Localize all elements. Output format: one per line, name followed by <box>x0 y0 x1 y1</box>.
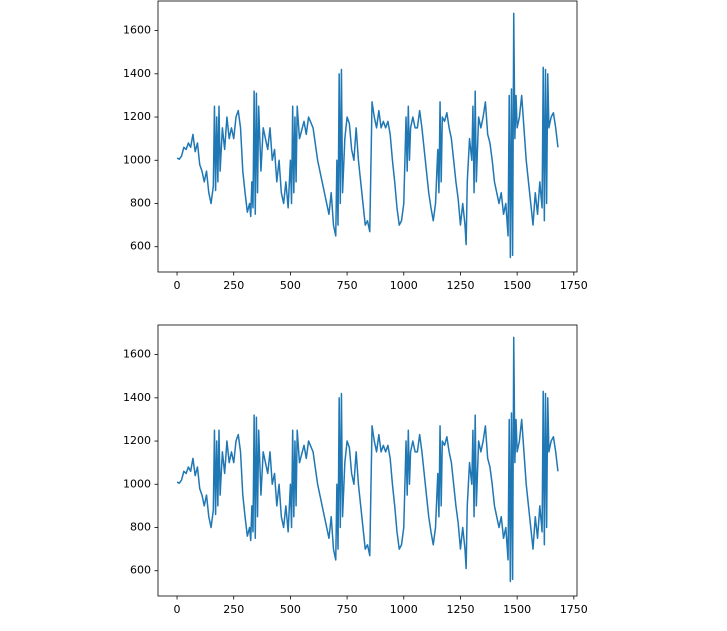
data-line <box>176 12 559 259</box>
x-tick-label: 0 <box>174 603 181 616</box>
x-tick-label: 750 <box>337 603 358 616</box>
x-tick-label: 0 <box>174 279 181 292</box>
x-tick-label: 250 <box>223 279 244 292</box>
y-tick-label: 1600 <box>123 348 151 361</box>
x-tick-label: 1000 <box>390 603 418 616</box>
x-tick-label: 1500 <box>503 603 531 616</box>
plot-frame <box>157 0 578 273</box>
x-tick-label: 500 <box>280 603 301 616</box>
y-tick-label: 800 <box>130 520 151 533</box>
x-tick-label: 1500 <box>503 279 531 292</box>
y-tick-label: 800 <box>130 196 151 209</box>
y-tick-label: 600 <box>130 240 151 253</box>
y-tick-label: 1600 <box>123 24 151 37</box>
x-tick-label: 1750 <box>560 603 588 616</box>
x-tick-label: 1750 <box>560 279 588 292</box>
x-tick-label: 250 <box>223 603 244 616</box>
x-tick-label: 1000 <box>390 279 418 292</box>
y-tick-label: 600 <box>130 564 151 577</box>
x-tick-label: 500 <box>280 279 301 292</box>
x-tick-label: 1250 <box>446 603 474 616</box>
y-tick-label: 1400 <box>123 67 151 80</box>
y-tick-label: 1000 <box>123 153 151 166</box>
y-tick-label: 1000 <box>123 477 151 490</box>
y-tick-label: 1200 <box>123 110 151 123</box>
x-tick-label: 1250 <box>446 279 474 292</box>
plot-frame <box>157 324 578 597</box>
data-line <box>176 336 559 583</box>
x-tick-label: 750 <box>337 279 358 292</box>
y-tick-label: 1400 <box>123 391 151 404</box>
y-tick-label: 1200 <box>123 434 151 447</box>
